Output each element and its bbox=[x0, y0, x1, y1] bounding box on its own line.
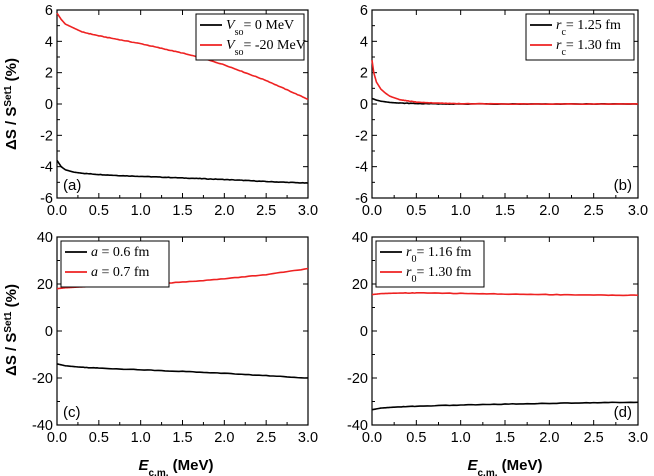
y-tick-label: 6 bbox=[45, 3, 53, 19]
series-line-2 bbox=[371, 291, 639, 297]
y-tick-label: 40 bbox=[37, 230, 53, 246]
x-tick-label: 0.5 bbox=[406, 203, 426, 219]
y-tick-label: -40 bbox=[32, 418, 53, 434]
x-tick-label: 1.0 bbox=[131, 430, 151, 446]
legend-box bbox=[375, 240, 485, 288]
y-tick-label: -2 bbox=[355, 128, 368, 144]
y-tick-label: 20 bbox=[37, 277, 53, 293]
legend: a = 0.6 fm a = 0.7 fm bbox=[60, 240, 170, 288]
legend-entry-1: Vso= 0 MeV bbox=[226, 18, 294, 38]
legend-entry-2: r0= 1.30 fm bbox=[406, 265, 472, 285]
legend-entry-1: r0= 1.16 fm bbox=[406, 245, 472, 265]
x-tick-label: 2.5 bbox=[584, 203, 604, 219]
y-tick-label: 6 bbox=[360, 3, 368, 19]
panel-label: (a) bbox=[63, 177, 81, 194]
panel-d: 0.0 0.5 1.0 1.5 2.0 2.5 3.0 -40 -20 0 20 40 (d) r0= 1… bbox=[347, 230, 648, 446]
series-line-1 bbox=[56, 363, 309, 379]
x-tick-label: 0.0 bbox=[362, 203, 382, 219]
panel-label: (d) bbox=[614, 404, 632, 421]
y-tick-label: 0 bbox=[45, 324, 53, 340]
x-tick-label: 3.0 bbox=[628, 430, 648, 446]
y-tick-label: 4 bbox=[45, 34, 53, 50]
x-tick-label: 1.5 bbox=[172, 430, 192, 446]
legend-box bbox=[60, 240, 170, 288]
legend-entry-2: rc= 1.30 fm bbox=[556, 38, 621, 58]
y-tick-label: 0 bbox=[360, 324, 368, 340]
x-tick-label: 0.5 bbox=[406, 430, 426, 446]
legend-entry-2: Vso= -20 MeV bbox=[226, 38, 306, 58]
legend-box bbox=[195, 13, 305, 61]
x-tick-label: 0.0 bbox=[47, 430, 67, 446]
x-tick-label: 2.0 bbox=[214, 430, 234, 446]
x-tick-label: 0.5 bbox=[89, 203, 109, 219]
y-tick-label: -4 bbox=[355, 160, 368, 176]
x-tick-label: 3.0 bbox=[298, 430, 318, 446]
x-axis-title-right: Ec.m. (MeV) bbox=[467, 457, 542, 476]
y-axis-title-top: ΔS / SSet1 (%) bbox=[3, 58, 21, 150]
x-tick-label: 3.0 bbox=[628, 203, 648, 219]
legend-entry-1: a = 0.6 fm bbox=[91, 245, 150, 260]
legend-entry-2: a = 0.7 fm bbox=[91, 265, 150, 280]
x-tick-label: 2.0 bbox=[539, 203, 559, 219]
x-tick-label: 1.0 bbox=[451, 430, 471, 446]
panel-b: 0.0 0.5 1.0 1.5 2.0 2.5 3.0 -6 -4 -2 0 2 4 6 (b) rc= 1.… bbox=[355, 3, 648, 219]
legend-entry-1: rc= 1.25 fm bbox=[556, 18, 621, 38]
y-tick-label: -2 bbox=[40, 128, 53, 144]
x-tick-label: 0.5 bbox=[89, 430, 109, 446]
x-tick-label: 1.5 bbox=[172, 203, 192, 219]
y-tick-label: -4 bbox=[40, 160, 53, 176]
panel-label: (b) bbox=[614, 177, 632, 194]
series-line-2 bbox=[56, 12, 309, 101]
y-tick-label: 0 bbox=[360, 97, 368, 113]
series-line-1 bbox=[371, 401, 639, 411]
panel-a: 0.0 0.5 1.0 1.5 2.0 2.5 3.0 -6 -4 -2 0 2 4 6 (a) Vso= 0… bbox=[40, 3, 318, 219]
x-tick-label: 3.0 bbox=[298, 203, 318, 219]
panel-c: 0.0 0.5 1.0 1.5 2.0 2.5 3.0 -40 -20 0 20 40 (c) a = 0… bbox=[32, 230, 318, 446]
x-tick-label: 2.5 bbox=[584, 430, 604, 446]
x-tick-label: 2.0 bbox=[214, 203, 234, 219]
x-tick-label: 2.0 bbox=[539, 430, 559, 446]
x-tick-label: 1.5 bbox=[495, 203, 515, 219]
x-tick-label: 1.5 bbox=[495, 430, 515, 446]
y-tick-label: -20 bbox=[347, 371, 368, 387]
legend-box bbox=[525, 13, 635, 61]
y-tick-label: -40 bbox=[347, 418, 368, 434]
y-tick-label: 0 bbox=[45, 97, 53, 113]
y-tick-label: 20 bbox=[352, 277, 368, 293]
y-tick-label: -20 bbox=[32, 371, 53, 387]
y-tick-label: -6 bbox=[355, 191, 368, 207]
x-tick-label: 2.5 bbox=[256, 430, 276, 446]
y-tick-label: 4 bbox=[360, 34, 368, 50]
x-axis-title-left: Ec.m. (MeV) bbox=[138, 457, 213, 476]
y-tick-label: -6 bbox=[40, 191, 53, 207]
x-tick-label: 2.5 bbox=[256, 203, 276, 219]
y-tick-label: 40 bbox=[352, 230, 368, 246]
panel-label: (c) bbox=[63, 404, 81, 421]
x-tick-label: 1.0 bbox=[131, 203, 151, 219]
x-tick-label: 1.0 bbox=[451, 203, 471, 219]
series-line-2 bbox=[371, 60, 639, 106]
x-tick-label: 0.0 bbox=[47, 203, 67, 219]
series-line-1 bbox=[56, 159, 309, 184]
y-tick-label: 2 bbox=[45, 66, 53, 82]
y-axis-title-bottom: ΔS / SSet1 (%) bbox=[3, 284, 21, 376]
y-tick-label: 2 bbox=[360, 66, 368, 82]
x-tick-label: 0.0 bbox=[362, 430, 382, 446]
